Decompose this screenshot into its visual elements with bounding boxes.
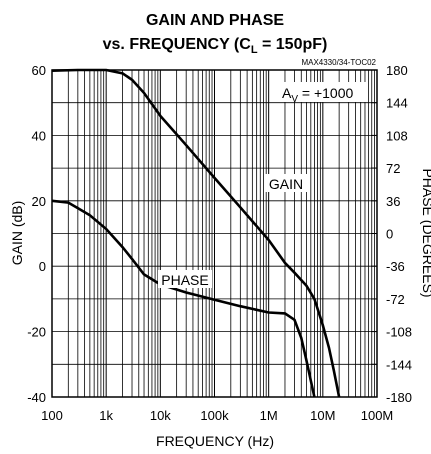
y-right-tick-label: 0 (386, 227, 393, 242)
x-tick-label: 100 (41, 408, 63, 423)
y-right-tick-label: 144 (386, 96, 408, 111)
y-right-tick-label: -36 (386, 259, 405, 274)
chart-title-line1: GAIN AND PHASE (146, 12, 284, 29)
y-left-tick-label: 60 (32, 63, 46, 78)
x-tick-label: 10M (310, 408, 335, 423)
phase-label-box: PHASE (158, 270, 212, 288)
chart-title-suffix: = 150pF) (258, 36, 328, 53)
grid (51, 69, 377, 398)
x-tick-label: 100M (361, 408, 394, 423)
chart-title-prefix: vs. FREQUENCY (C (103, 36, 252, 53)
y-right-tick-label: -108 (386, 325, 412, 340)
phase-series-label: PHASE (161, 272, 208, 288)
chart-title-line2: vs. FREQUENCY (CL = 150pF) (103, 36, 328, 56)
gain-setting-suffix: = +1000 (298, 85, 353, 101)
x-tick-label: 10k (150, 408, 171, 423)
y-right-tick-label: 108 (386, 128, 408, 143)
y-right-tick-label: -180 (386, 390, 412, 405)
y-right-tick-label: 36 (386, 194, 400, 209)
gain-series-label: GAIN (269, 176, 303, 192)
y-right-axis-label: PHASE (DEGREES) (420, 168, 431, 297)
x-tick-label: 1M (260, 408, 278, 423)
x-tick-label: 1k (99, 408, 113, 423)
x-axis-label: FREQUENCY (Hz) (156, 433, 274, 449)
part-number-label: MAX4330/34-TOC02 (301, 58, 376, 67)
plot-frame (51, 69, 378, 398)
y-left-tick-label: -20 (27, 325, 46, 340)
y-right-tick-label: 180 (386, 63, 408, 78)
y-left-axis-label: GAIN (dB) (9, 201, 25, 266)
gain-series-line (51, 68, 341, 398)
gain-setting-annotation: AV = +1000 (280, 82, 368, 105)
x-tick-labels: 100 1k 10k 100k 1M 10M 100M (41, 408, 393, 423)
gain-setting-prefix: A (282, 85, 292, 101)
gain-label-box: GAIN (264, 174, 308, 192)
phase-series-line (51, 199, 316, 398)
y-left-tick-label: 20 (32, 194, 46, 209)
y-left-tick-label: -40 (27, 390, 46, 405)
y-right-tick-label: -144 (386, 357, 412, 372)
y-right-tick-label: -72 (386, 292, 405, 307)
x-tick-label: 100k (200, 408, 229, 423)
y-left-tick-label: 0 (39, 259, 46, 274)
y-right-tick-label: 72 (386, 161, 400, 176)
chart-title-subscript: L (251, 44, 258, 56)
y-left-tick-label: 40 (32, 128, 46, 143)
y-right-tick-labels: 180 144 108 72 36 0 -36 -72 -108 -144 -180 (386, 63, 412, 405)
y-left-tick-labels: 60 40 20 0 -20 -40 (27, 63, 46, 405)
gain-setting-subscript: V (291, 94, 298, 105)
gain-setting-label: AV = +1000 (282, 85, 354, 105)
